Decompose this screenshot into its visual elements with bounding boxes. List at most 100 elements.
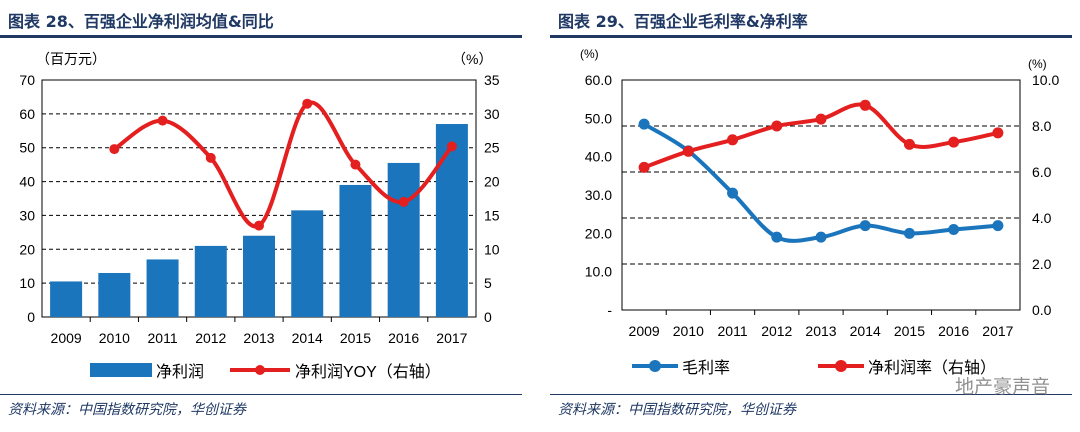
left-tick-label: 60 [19,106,35,122]
bar-net-profit [98,272,131,317]
point-net-margin [992,127,1004,139]
figure-28-title: 图表 28、百强企业净利润均值&同比 [8,12,274,31]
point-gross-margin [992,220,1004,232]
left-tick-label: 20.0 [585,225,612,241]
x-tick-label: 2014 [850,323,881,339]
right-axis-unit: （%） [452,51,492,67]
line-gross-margin [643,122,999,243]
point-gross-margin [771,231,783,243]
bar-net-profit [291,210,324,317]
bar-net-profit [50,281,83,317]
x-tick-label: 2011 [148,330,178,346]
bar-net-profit [435,124,468,317]
x-tick-label: 2012 [761,323,792,339]
legend-label-bar: 净利润 [156,363,204,381]
right-tick-label: 10.0 [1032,72,1059,88]
x-tick-label: 2010 [673,323,704,339]
left-tick-label: 20 [19,241,35,257]
legend-marker-net [835,360,847,372]
watermark-text: 地产豪声音 [954,376,1050,398]
bar-net-profit [146,259,179,317]
point-net-margin [638,161,650,173]
point-net-margin [948,136,960,148]
right-tick-label: 35 [484,72,500,88]
point-yoy [302,98,313,109]
bar-net-profit [243,235,275,317]
right-axis-unit: (%) [1028,57,1047,71]
left-tick-label: 0 [27,309,35,325]
legend-label-net: 净利润率（右轴） [868,359,996,377]
figure-29: 图表 29、百强企业毛利率&净利率 - 10.0 20.0 30.0 40.0 50.0 6… [550,0,1080,432]
x-tick-label: 2016 [938,323,969,339]
net-profit-chart: 0 10 20 30 40 50 60 70 0 5 10 15 20 25 30 35 （百万元） （%） 200… [19,51,500,381]
bar-net-profit [194,245,227,317]
left-tick-label: 50.0 [585,110,612,126]
left-tick-label: 10 [19,275,35,291]
x-tick-label: 2010 [99,330,130,346]
point-yoy [254,220,264,231]
figure-29-title: 图表 29、百强企业毛利率&净利率 [558,12,808,31]
plot-frame [621,79,1021,311]
point-net-margin [727,134,739,146]
left-axis-unit: (%) [580,47,599,61]
legend-label-gross: 毛利率 [682,359,730,377]
x-tick-label: 2015 [894,323,925,339]
title-divider [550,35,1072,38]
legend-swatch-bar [90,363,152,377]
x-tick-label: 2013 [805,323,836,339]
x-tick-label: 2015 [340,330,371,346]
legend-marker-line [255,365,265,375]
figure-28-source: 资料来源：中国指数研究院，华创证券 [8,402,246,418]
point-yoy [109,144,120,155]
point-yoy [350,159,361,170]
left-tick-label: 10.0 [585,264,612,280]
x-tick-label: 2016 [388,330,419,346]
right-tick-label: 0 [484,309,492,325]
right-tick-label: 30 [484,106,500,122]
point-net-margin [815,113,827,125]
legend-label-line: 净利润YOY（右轴） [295,363,441,381]
source-divider [0,394,522,395]
point-net-margin [903,138,915,150]
left-tick-label: 40 [19,174,35,190]
line-yoy [113,100,454,229]
right-tick-label: 0.0 [1032,302,1052,318]
left-tick-label: 60.0 [585,72,612,88]
right-tick-label: 5 [484,275,492,291]
x-tick-label: 2013 [243,330,274,346]
left-axis-unit: （百万元） [36,51,106,67]
source-divider [550,394,1072,395]
x-tick-label: 2017 [436,330,467,346]
bar-net-profit [387,162,420,317]
right-tick-label: 25 [484,140,500,156]
title-divider [0,35,522,38]
left-tick-label: 50 [19,140,35,156]
left-tick-label: 70 [19,72,35,88]
right-tick-label: 20 [484,174,500,190]
point-gross-margin [815,231,827,243]
bar-net-profit [339,184,372,317]
left-tick-label: 40.0 [585,149,612,165]
point-net-margin [682,145,694,157]
point-yoy [205,152,216,163]
x-tick-label: 2009 [629,323,660,339]
x-tick-label: 2009 [51,330,82,346]
figure-28: 图表 28、百强企业净利润均值&同比 0 10 20 30 40 50 60 70 0 5 10 15… [0,0,530,432]
point-yoy [157,115,168,126]
right-tick-label: 8.0 [1032,118,1052,134]
x-tick-label: 2012 [195,330,226,346]
right-tick-label: 2.0 [1032,256,1052,272]
figure-29-source: 资料来源：中国指数研究院，华创证券 [558,402,796,418]
margin-chart: - 10.0 20.0 30.0 40.0 50.0 60.0 0.0 2.0 4.0 6.0 8.0… [580,47,1059,377]
right-tick-label: 10 [484,241,500,257]
point-gross-margin [948,224,960,235]
x-tick-label: 2011 [718,323,748,339]
point-gross-margin [859,220,871,232]
point-net-margin [859,99,871,111]
left-tick-label: - [607,302,612,318]
point-yoy [446,141,457,152]
point-gross-margin [903,227,915,239]
point-gross-margin [727,187,739,199]
legend-marker-gross [649,360,661,372]
right-tick-label: 4.0 [1032,210,1052,226]
